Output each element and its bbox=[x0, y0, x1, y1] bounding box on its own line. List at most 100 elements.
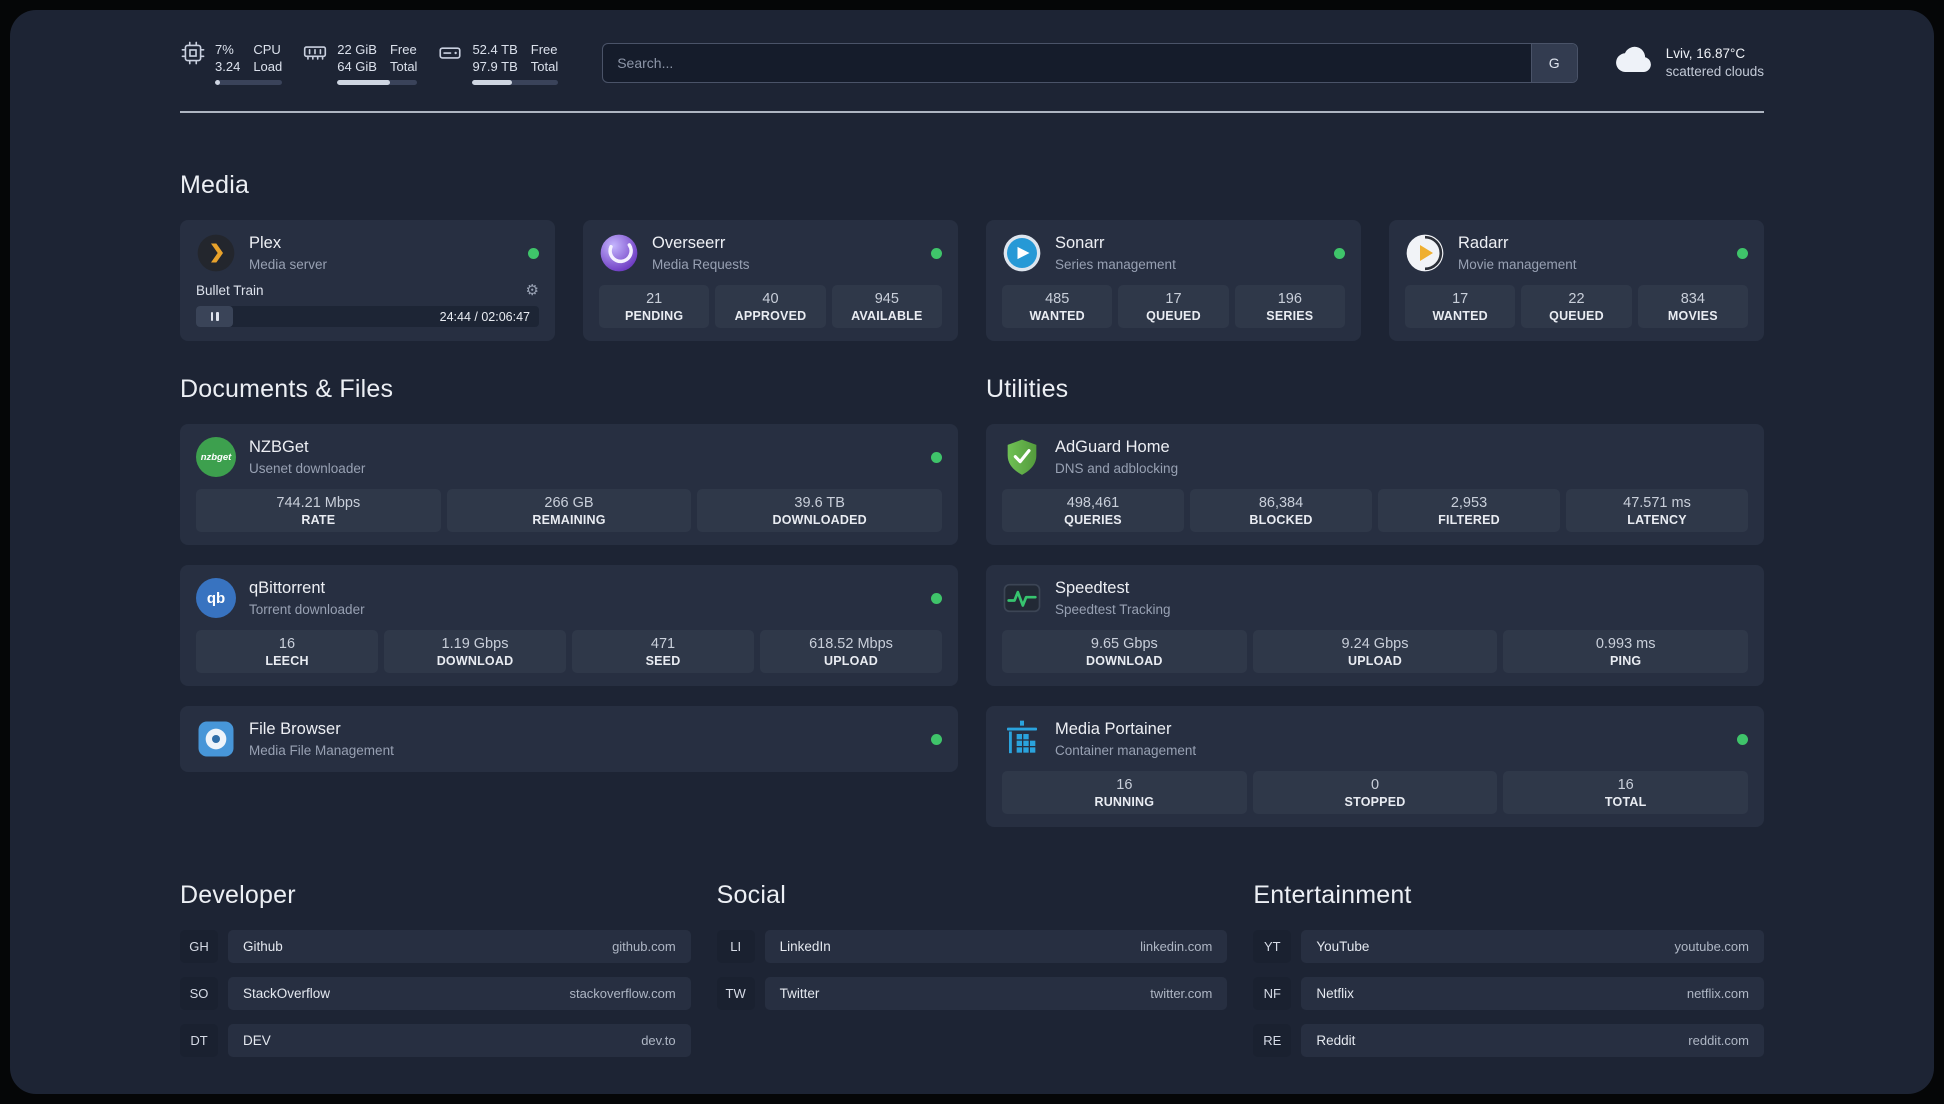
service-card-overseerr[interactable]: Overseerr Media Requests 21 PENDING 40 A… bbox=[583, 220, 958, 341]
service-name: NZBGet bbox=[249, 438, 309, 457]
bookmark-github[interactable]: GH Github github.com bbox=[180, 930, 691, 963]
disk-progress-track bbox=[472, 80, 559, 85]
cpu-label-line1: CPU bbox=[253, 42, 281, 57]
service-card-filebrowser[interactable]: File Browser Media File Management bbox=[180, 706, 958, 772]
search-bar[interactable]: G bbox=[602, 42, 1578, 83]
bookmark-group-social: Social LI LinkedIn linkedin.com TW Twitt… bbox=[716, 881, 1228, 1057]
memory-label-line1: Free bbox=[389, 42, 417, 57]
service-card-plex[interactable]: Plex Media server Bullet Train ⚙ 24:44 /… bbox=[180, 220, 555, 341]
stats-row: 744.21 Mbps RATE 266 GB REMAINING 39.6 T… bbox=[196, 489, 943, 532]
stat-label: RUNNING bbox=[1094, 795, 1155, 809]
weather-widget: Lviv, 16.87°C scattered clouds bbox=[1615, 45, 1764, 81]
cpu-progress-track bbox=[215, 80, 283, 85]
stat-value: 17 bbox=[1452, 291, 1469, 307]
stat-download: 9.65 Gbps DOWNLOAD bbox=[1002, 630, 1247, 673]
stat-label: BLOCKED bbox=[1249, 513, 1313, 527]
stat-label: MOVIES bbox=[1667, 309, 1718, 323]
stat-label: LEECH bbox=[265, 654, 309, 668]
radarr-icon bbox=[1405, 233, 1445, 273]
stat-label: TOTAL bbox=[1604, 795, 1647, 809]
section-title-media: Media bbox=[180, 171, 250, 199]
status-dot bbox=[931, 733, 942, 745]
stat-value: 40 bbox=[762, 291, 779, 307]
service-description: Torrent downloader bbox=[249, 601, 365, 617]
service-name: AdGuard Home bbox=[1055, 438, 1170, 457]
service-card-speedtest[interactable]: Speedtest Speedtest Tracking 9.65 Gbps D… bbox=[986, 565, 1764, 686]
weather-location: Lviv, 16.87°C bbox=[1665, 45, 1746, 61]
bookmark-domain: stackoverflow.com bbox=[569, 986, 676, 1001]
stat-queries: 498,461 QUERIES bbox=[1002, 489, 1184, 532]
bookmark-abbr: TW bbox=[716, 977, 755, 1010]
bookmark-youtube[interactable]: YT YouTube youtube.com bbox=[1253, 930, 1764, 963]
service-description: DNS and adblocking bbox=[1055, 460, 1179, 476]
cpu-percent: 7% bbox=[215, 42, 234, 57]
service-card-adguard[interactable]: AdGuard Home DNS and adblocking 498,461 … bbox=[986, 424, 1764, 545]
stats-row: 9.65 Gbps DOWNLOAD 9.24 Gbps UPLOAD 0.99… bbox=[1002, 630, 1749, 673]
bookmark-name: Reddit bbox=[1316, 1033, 1356, 1048]
section-title-social: Social bbox=[716, 881, 786, 909]
stat-value: 834 bbox=[1680, 291, 1705, 307]
status-dot bbox=[931, 592, 942, 604]
bookmark-name: Netflix bbox=[1316, 986, 1354, 1001]
stat-label: QUEUED bbox=[1549, 309, 1604, 323]
search-input[interactable] bbox=[603, 43, 1531, 82]
service-card-portainer[interactable]: Media Portainer Container management 16 … bbox=[986, 706, 1764, 827]
stat-downloaded: 39.6 TB DOWNLOADED bbox=[697, 489, 943, 532]
section-title-documents: Documents & Files bbox=[180, 375, 394, 403]
service-description: Container management bbox=[1055, 742, 1197, 758]
cpu-progress-fill bbox=[215, 80, 220, 85]
stat-value: 16 bbox=[278, 636, 296, 652]
disk-label-line1: Free bbox=[530, 42, 558, 57]
stat-value: 0.993 ms bbox=[1595, 636, 1656, 652]
bookmark-domain: reddit.com bbox=[1688, 1033, 1749, 1048]
service-card-qbittorrent[interactable]: qb qBittorrent Torrent downloader 16 LEE… bbox=[180, 565, 958, 686]
bookmark-abbr: RE bbox=[1253, 1024, 1292, 1057]
search-provider-button[interactable]: G bbox=[1530, 43, 1577, 82]
status-dot bbox=[931, 247, 942, 259]
bookmark-name: DEV bbox=[243, 1033, 271, 1048]
bookmark-abbr: YT bbox=[1253, 930, 1292, 963]
service-card-nzbget[interactable]: nzbget NZBGet Usenet downloader 744.21 M… bbox=[180, 424, 958, 545]
ram-icon bbox=[302, 40, 328, 85]
stats-row: 16 RUNNING 0 STOPPED 16 TOTAL bbox=[1002, 771, 1749, 814]
bookmark-name: StackOverflow bbox=[243, 986, 331, 1001]
two-column-sections: Documents & Files nzbget NZBGet Usenet d… bbox=[180, 375, 1764, 827]
qbittorrent-icon: qb bbox=[196, 578, 236, 618]
memory-progress-track bbox=[337, 80, 418, 85]
bookmark-domain: linkedin.com bbox=[1140, 939, 1213, 954]
stat-movies: 834 MOVIES bbox=[1637, 285, 1748, 328]
pause-icon bbox=[216, 312, 219, 321]
stat-upload: 9.24 Gbps UPLOAD bbox=[1252, 630, 1498, 673]
stat-label: QUERIES bbox=[1064, 513, 1122, 527]
playback-time: 24:44 / 02:06:47 bbox=[439, 309, 530, 324]
stat-value: 22 bbox=[1568, 291, 1585, 307]
stat-value: 47.571 ms bbox=[1623, 495, 1691, 511]
bookmark-name: YouTube bbox=[1316, 939, 1370, 954]
gear-icon[interactable]: ⚙ bbox=[525, 282, 539, 299]
service-description: Media Requests bbox=[652, 256, 750, 272]
bookmark-domain: twitter.com bbox=[1150, 986, 1213, 1001]
stat-latency: 47.571 ms LATENCY bbox=[1566, 489, 1748, 532]
stat-value: 485 bbox=[1045, 291, 1070, 307]
section-documents: Documents & Files nzbget NZBGet Usenet d… bbox=[180, 375, 958, 827]
pause-button[interactable] bbox=[196, 306, 233, 327]
homepage-dashboard: 7% 3.24 CPU Load bbox=[10, 10, 1934, 1094]
service-name: qBittorrent bbox=[249, 579, 326, 598]
status-dot bbox=[1737, 733, 1748, 745]
bookmark-linkedin[interactable]: LI LinkedIn linkedin.com bbox=[716, 930, 1228, 963]
bookmark-netflix[interactable]: NF Netflix netflix.com bbox=[1253, 977, 1764, 1010]
stat-label: SERIES bbox=[1266, 309, 1314, 323]
bookmark-dev[interactable]: DT DEV dev.to bbox=[180, 1024, 691, 1057]
status-dot bbox=[931, 451, 942, 463]
service-card-sonarr[interactable]: Sonarr Series management 485 WANTED 17 Q… bbox=[986, 220, 1361, 341]
bookmark-domain: github.com bbox=[612, 939, 676, 954]
stat-value: 744.21 Mbps bbox=[276, 495, 361, 511]
bookmark-twitter[interactable]: TW Twitter twitter.com bbox=[716, 977, 1228, 1010]
service-description: Media File Management bbox=[249, 742, 394, 758]
stats-row: 16 LEECH 1.19 Gbps DOWNLOAD 471 SEED 6 bbox=[196, 630, 942, 673]
bookmark-reddit[interactable]: RE Reddit reddit.com bbox=[1253, 1024, 1764, 1057]
bookmark-stackoverflow[interactable]: SO StackOverflow stackoverflow.com bbox=[180, 977, 691, 1010]
service-card-radarr[interactable]: Radarr Movie management 17 WANTED 22 QUE… bbox=[1389, 220, 1764, 341]
bookmark-group-developer: Developer GH Github github.com SO StackO… bbox=[180, 881, 691, 1057]
